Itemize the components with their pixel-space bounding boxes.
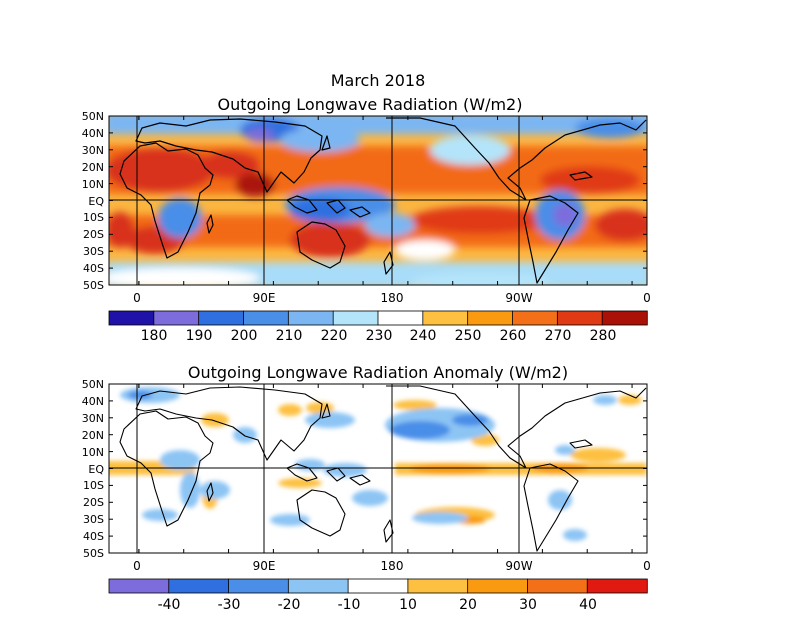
anomaly-colorbar-label: 20 [459, 597, 477, 613]
olr-colorbar-swatch [153, 310, 200, 326]
anomaly-lat-label: 10S [83, 479, 104, 492]
anomaly-lat-label: EQ [88, 463, 104, 476]
olr-colorbar-label: 280 [590, 328, 617, 344]
olr-lat-label: 40S [83, 262, 104, 275]
anomaly-colorbar-swatch [108, 578, 170, 594]
olr-coastlines [119, 117, 647, 284]
anomaly-lat-label: 40S [83, 530, 104, 543]
olr-panel-title: Outgoing Longwave Radiation (W/m2) [218, 95, 523, 114]
anomaly-colorbar-swatch [586, 578, 648, 594]
anomaly-colorbar-swatch [407, 578, 469, 594]
anomaly-lon-label: 180 [381, 559, 404, 573]
olr-lat-label: 30N [82, 144, 104, 157]
olr-map [109, 116, 647, 285]
olr-colorbar-swatch [512, 310, 559, 326]
anomaly-lat-label: 20S [83, 496, 104, 509]
olr-colorbar-label: 270 [545, 328, 572, 344]
olr-colorbar-label: 260 [500, 328, 527, 344]
olr-axis-ticks [109, 115, 647, 286]
olr-colorbar-swatch [601, 310, 648, 326]
olr-colorbar-label: 210 [276, 328, 303, 344]
anomaly-gridlines [109, 384, 647, 553]
olr-lat-label: 20N [82, 161, 104, 174]
olr-colorbar-label: 200 [231, 328, 258, 344]
olr-colorbar-swatch [287, 310, 334, 326]
olr-lon-label: 90E [253, 291, 276, 305]
anomaly-lat-label: 50S [83, 547, 104, 560]
olr-lat-label: EQ [88, 195, 104, 208]
olr-lon-label: 90W [505, 291, 532, 305]
anomaly-colorbar-label: -40 [158, 597, 181, 613]
olr-lat-label: 10S [83, 211, 104, 224]
figure-title: March 2018 [331, 71, 426, 90]
anomaly-lat-label: 50N [82, 378, 104, 391]
olr-lon-label: 0 [133, 291, 141, 305]
olr-colorbar-swatch [108, 310, 155, 326]
olr-colorbar-swatch [243, 310, 290, 326]
anomaly-panel-title: Outgoing Longwave Radiation Anomaly (W/m… [188, 363, 568, 382]
olr-lat-label: 50N [82, 110, 104, 123]
olr-colorbar-swatch [377, 310, 424, 326]
olr-colorbar-label: 250 [455, 328, 482, 344]
olr-colorbar-label: 220 [321, 328, 348, 344]
anomaly-lat-label: 40N [82, 395, 104, 408]
anomaly-colorbar-swatch [347, 578, 409, 594]
olr-colorbar-label: 190 [186, 328, 213, 344]
anomaly-lat-labels: 50N 40N 30N 20N 10N EQ 10S 20S 30S 40S 5… [82, 378, 105, 560]
anomaly-axis-ticks [109, 383, 647, 554]
olr-lon-labels: 0 90E 180 90W 0 [133, 291, 651, 305]
olr-colorbar-label: 180 [141, 328, 168, 344]
olr-lon-label: 180 [381, 291, 404, 305]
anomaly-colorbar-label: 40 [579, 597, 597, 613]
anomaly-colorbar-swatch [228, 578, 290, 594]
anomaly-colorbar-label: 30 [519, 597, 537, 613]
anomaly-lat-label: 30S [83, 513, 104, 526]
olr-colorbar-labels: 180 190 200 210 220 230 240 250 260 270 … [141, 328, 617, 344]
anomaly-colorbar-labels: -40 -30 -20 -10 10 20 30 40 [158, 597, 597, 613]
anomaly-coastlines [119, 385, 647, 552]
olr-colorbar [108, 310, 648, 326]
olr-colorbar-swatch [467, 310, 514, 326]
anomaly-colorbar-label: -30 [218, 597, 241, 613]
olr-colorbar-label: 230 [366, 328, 393, 344]
anomaly-colorbar-swatch [287, 578, 349, 594]
anomaly-lon-label: 0 [133, 559, 141, 573]
anomaly-colorbar [108, 578, 648, 594]
anomaly-lon-labels: 0 90E 180 90W 0 [133, 559, 651, 573]
olr-lat-label: 30S [83, 245, 104, 258]
olr-lat-label: 20S [83, 228, 104, 241]
olr-colorbar-swatch [422, 310, 469, 326]
anomaly-colorbar-label: -10 [338, 597, 361, 613]
anomaly-colorbar-swatch [467, 578, 529, 594]
olr-colorbar-swatch [198, 310, 245, 326]
olr-colorbar-label: 240 [410, 328, 437, 344]
olr-lat-label: 50S [83, 279, 104, 292]
anomaly-colorbar-swatch [527, 578, 588, 594]
olr-lat-label: 40N [82, 127, 104, 140]
olr-lat-label: 10N [82, 178, 104, 191]
olr-colorbar-swatch [556, 310, 603, 326]
anomaly-lat-label: 30N [82, 412, 104, 425]
anomaly-colorbar-swatch [168, 578, 230, 594]
anomaly-lon-label: 90W [505, 559, 532, 573]
anomaly-colorbar-label: -20 [278, 597, 301, 613]
anomaly-lat-label: 10N [82, 446, 104, 459]
olr-gridlines [109, 116, 647, 285]
anomaly-lat-label: 20N [82, 429, 104, 442]
anomaly-colorbar-label: 10 [399, 597, 417, 613]
olr-colorbar-swatch [332, 310, 379, 326]
olr-lon-label: 0 [643, 291, 651, 305]
anomaly-lon-label: 90E [253, 559, 276, 573]
olr-lat-labels: 50N 40N 30N 20N 10N EQ 10S 20S 30S 40S 5… [82, 110, 105, 292]
anomaly-lon-label: 0 [643, 559, 651, 573]
